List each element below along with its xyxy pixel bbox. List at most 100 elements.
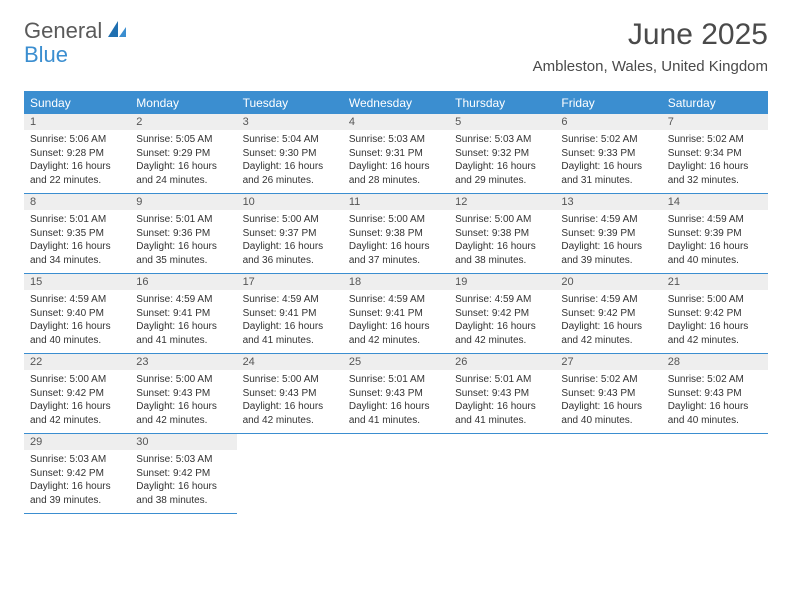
day-info: Sunrise: 5:00 AMSunset: 9:38 PMDaylight:…	[449, 210, 555, 267]
sunset-line: Sunset: 9:42 PM	[136, 467, 230, 481]
sunrise-line: Sunrise: 5:00 AM	[455, 213, 549, 227]
daylight-line: Daylight: 16 hours and 39 minutes.	[30, 480, 124, 507]
sunset-line: Sunset: 9:42 PM	[668, 307, 762, 321]
day-number: 29	[24, 434, 130, 450]
sunrise-line: Sunrise: 5:06 AM	[30, 133, 124, 147]
sunset-line: Sunset: 9:42 PM	[30, 467, 124, 481]
calendar-cell-empty	[555, 434, 661, 514]
daylight-line: Daylight: 16 hours and 40 minutes.	[668, 240, 762, 267]
sunset-line: Sunset: 9:28 PM	[30, 147, 124, 161]
calendar-cell: 29 Sunrise: 5:03 AMSunset: 9:42 PMDayligh…	[24, 434, 130, 514]
daylight-line: Daylight: 16 hours and 22 minutes.	[30, 160, 124, 187]
day-number: 10	[237, 194, 343, 210]
daylight-line: Daylight: 16 hours and 42 minutes.	[243, 400, 337, 427]
sunrise-line: Sunrise: 5:01 AM	[136, 213, 230, 227]
day-info: Sunrise: 5:06 AMSunset: 9:28 PMDaylight:…	[24, 130, 130, 187]
sunrise-line: Sunrise: 5:03 AM	[136, 453, 230, 467]
logo-word-2: Blue	[24, 42, 68, 67]
calendar-cell: 12Sunrise: 5:00 AMSunset: 9:38 PMDayligh…	[449, 194, 555, 274]
day-info: Sunrise: 5:00 AMSunset: 9:43 PMDaylight:…	[130, 370, 236, 427]
daylight-line: Daylight: 16 hours and 36 minutes.	[243, 240, 337, 267]
sunset-line: Sunset: 9:34 PM	[668, 147, 762, 161]
sunset-line: Sunset: 9:33 PM	[561, 147, 655, 161]
day-number: 24	[237, 354, 343, 370]
day-info: Sunrise: 5:03 AMSunset: 9:31 PMDaylight:…	[343, 130, 449, 187]
daylight-line: Daylight: 16 hours and 38 minutes.	[136, 480, 230, 507]
sunrise-line: Sunrise: 5:05 AM	[136, 133, 230, 147]
logo: General Blue	[24, 18, 128, 44]
day-info: Sunrise: 5:02 AMSunset: 9:43 PMDaylight:…	[662, 370, 768, 427]
daylight-line: Daylight: 16 hours and 40 minutes.	[668, 400, 762, 427]
daylight-line: Daylight: 16 hours and 29 minutes.	[455, 160, 549, 187]
sunset-line: Sunset: 9:41 PM	[243, 307, 337, 321]
calendar-cell: 18Sunrise: 4:59 AMSunset: 9:41 PMDayligh…	[343, 274, 449, 354]
weekday-header: Wednesday	[343, 92, 449, 114]
sunrise-line: Sunrise: 4:59 AM	[561, 213, 655, 227]
day-number: 30	[130, 434, 236, 450]
calendar-grid: SundayMondayTuesdayWednesdayThursdayFrid…	[24, 91, 768, 514]
sunrise-line: Sunrise: 5:03 AM	[30, 453, 124, 467]
day-info: Sunrise: 4:59 AMSunset: 9:39 PMDaylight:…	[662, 210, 768, 267]
logo-word-1: General	[24, 18, 102, 44]
daylight-line: Daylight: 16 hours and 35 minutes.	[136, 240, 230, 267]
calendar-cell: 13Sunrise: 4:59 AMSunset: 9:39 PMDayligh…	[555, 194, 661, 274]
sunrise-line: Sunrise: 5:02 AM	[668, 373, 762, 387]
daylight-line: Daylight: 16 hours and 41 minutes.	[455, 400, 549, 427]
calendar-cell: 11Sunrise: 5:00 AMSunset: 9:38 PMDayligh…	[343, 194, 449, 274]
logo-sail-icon	[106, 19, 128, 44]
calendar-cell: 28Sunrise: 5:02 AMSunset: 9:43 PMDayligh…	[662, 354, 768, 434]
day-info: Sunrise: 4:59 AMSunset: 9:41 PMDaylight:…	[237, 290, 343, 347]
calendar-cell: 2Sunrise: 5:05 AMSunset: 9:29 PMDaylight…	[130, 114, 236, 194]
sunset-line: Sunset: 9:40 PM	[30, 307, 124, 321]
day-number: 9	[130, 194, 236, 210]
daylight-line: Daylight: 16 hours and 28 minutes.	[349, 160, 443, 187]
day-number: 5	[449, 114, 555, 130]
calendar-cell: 16Sunrise: 4:59 AMSunset: 9:41 PMDayligh…	[130, 274, 236, 354]
sunset-line: Sunset: 9:32 PM	[455, 147, 549, 161]
daylight-line: Daylight: 16 hours and 41 minutes.	[243, 320, 337, 347]
sunrise-line: Sunrise: 4:59 AM	[243, 293, 337, 307]
daylight-line: Daylight: 16 hours and 31 minutes.	[561, 160, 655, 187]
daylight-line: Daylight: 16 hours and 26 minutes.	[243, 160, 337, 187]
sunrise-line: Sunrise: 5:02 AM	[668, 133, 762, 147]
daylight-line: Daylight: 16 hours and 40 minutes.	[30, 320, 124, 347]
calendar-cell: 6Sunrise: 5:02 AMSunset: 9:33 PMDaylight…	[555, 114, 661, 194]
calendar-cell: 25Sunrise: 5:01 AMSunset: 9:43 PMDayligh…	[343, 354, 449, 434]
sunset-line: Sunset: 9:30 PM	[243, 147, 337, 161]
day-number: 7	[662, 114, 768, 130]
location-subtitle: Ambleston, Wales, United Kingdom	[533, 58, 768, 75]
calendar-cell: 20Sunrise: 4:59 AMSunset: 9:42 PMDayligh…	[555, 274, 661, 354]
daylight-line: Daylight: 16 hours and 37 minutes.	[349, 240, 443, 267]
daylight-line: Daylight: 16 hours and 41 minutes.	[136, 320, 230, 347]
day-number: 17	[237, 274, 343, 290]
day-info: Sunrise: 5:01 AMSunset: 9:43 PMDaylight:…	[343, 370, 449, 427]
calendar-cell: 19Sunrise: 4:59 AMSunset: 9:42 PMDayligh…	[449, 274, 555, 354]
calendar-cell: 15Sunrise: 4:59 AMSunset: 9:40 PMDayligh…	[24, 274, 130, 354]
day-number: 6	[555, 114, 661, 130]
day-number: 26	[449, 354, 555, 370]
sunrise-line: Sunrise: 5:00 AM	[30, 373, 124, 387]
day-number: 16	[130, 274, 236, 290]
calendar-cell: 17Sunrise: 4:59 AMSunset: 9:41 PMDayligh…	[237, 274, 343, 354]
sunrise-line: Sunrise: 4:59 AM	[455, 293, 549, 307]
calendar-cell: 22Sunrise: 5:00 AMSunset: 9:42 PMDayligh…	[24, 354, 130, 434]
sunset-line: Sunset: 9:43 PM	[243, 387, 337, 401]
daylight-line: Daylight: 16 hours and 42 minutes.	[455, 320, 549, 347]
daylight-line: Daylight: 16 hours and 42 minutes.	[349, 320, 443, 347]
sunrise-line: Sunrise: 5:01 AM	[455, 373, 549, 387]
calendar-cell: 5 Sunrise: 5:03 AMSunset: 9:32 PMDaylight…	[449, 114, 555, 194]
sunset-line: Sunset: 9:42 PM	[30, 387, 124, 401]
day-info: Sunrise: 4:59 AMSunset: 9:42 PMDaylight:…	[555, 290, 661, 347]
sunset-line: Sunset: 9:38 PM	[349, 227, 443, 241]
sunrise-line: Sunrise: 5:03 AM	[455, 133, 549, 147]
day-number: 14	[662, 194, 768, 210]
sunset-line: Sunset: 9:43 PM	[136, 387, 230, 401]
calendar-cell: 8Sunrise: 5:01 AMSunset: 9:35 PMDaylight…	[24, 194, 130, 274]
calendar-cell-empty	[343, 434, 449, 514]
daylight-line: Daylight: 16 hours and 32 minutes.	[668, 160, 762, 187]
day-info: Sunrise: 5:00 AMSunset: 9:37 PMDaylight:…	[237, 210, 343, 267]
day-number: 15	[24, 274, 130, 290]
calendar-cell: 1Sunrise: 5:06 AMSunset: 9:28 PMDaylight…	[24, 114, 130, 194]
daylight-line: Daylight: 16 hours and 41 minutes.	[349, 400, 443, 427]
day-info: Sunrise: 5:01 AMSunset: 9:36 PMDaylight:…	[130, 210, 236, 267]
